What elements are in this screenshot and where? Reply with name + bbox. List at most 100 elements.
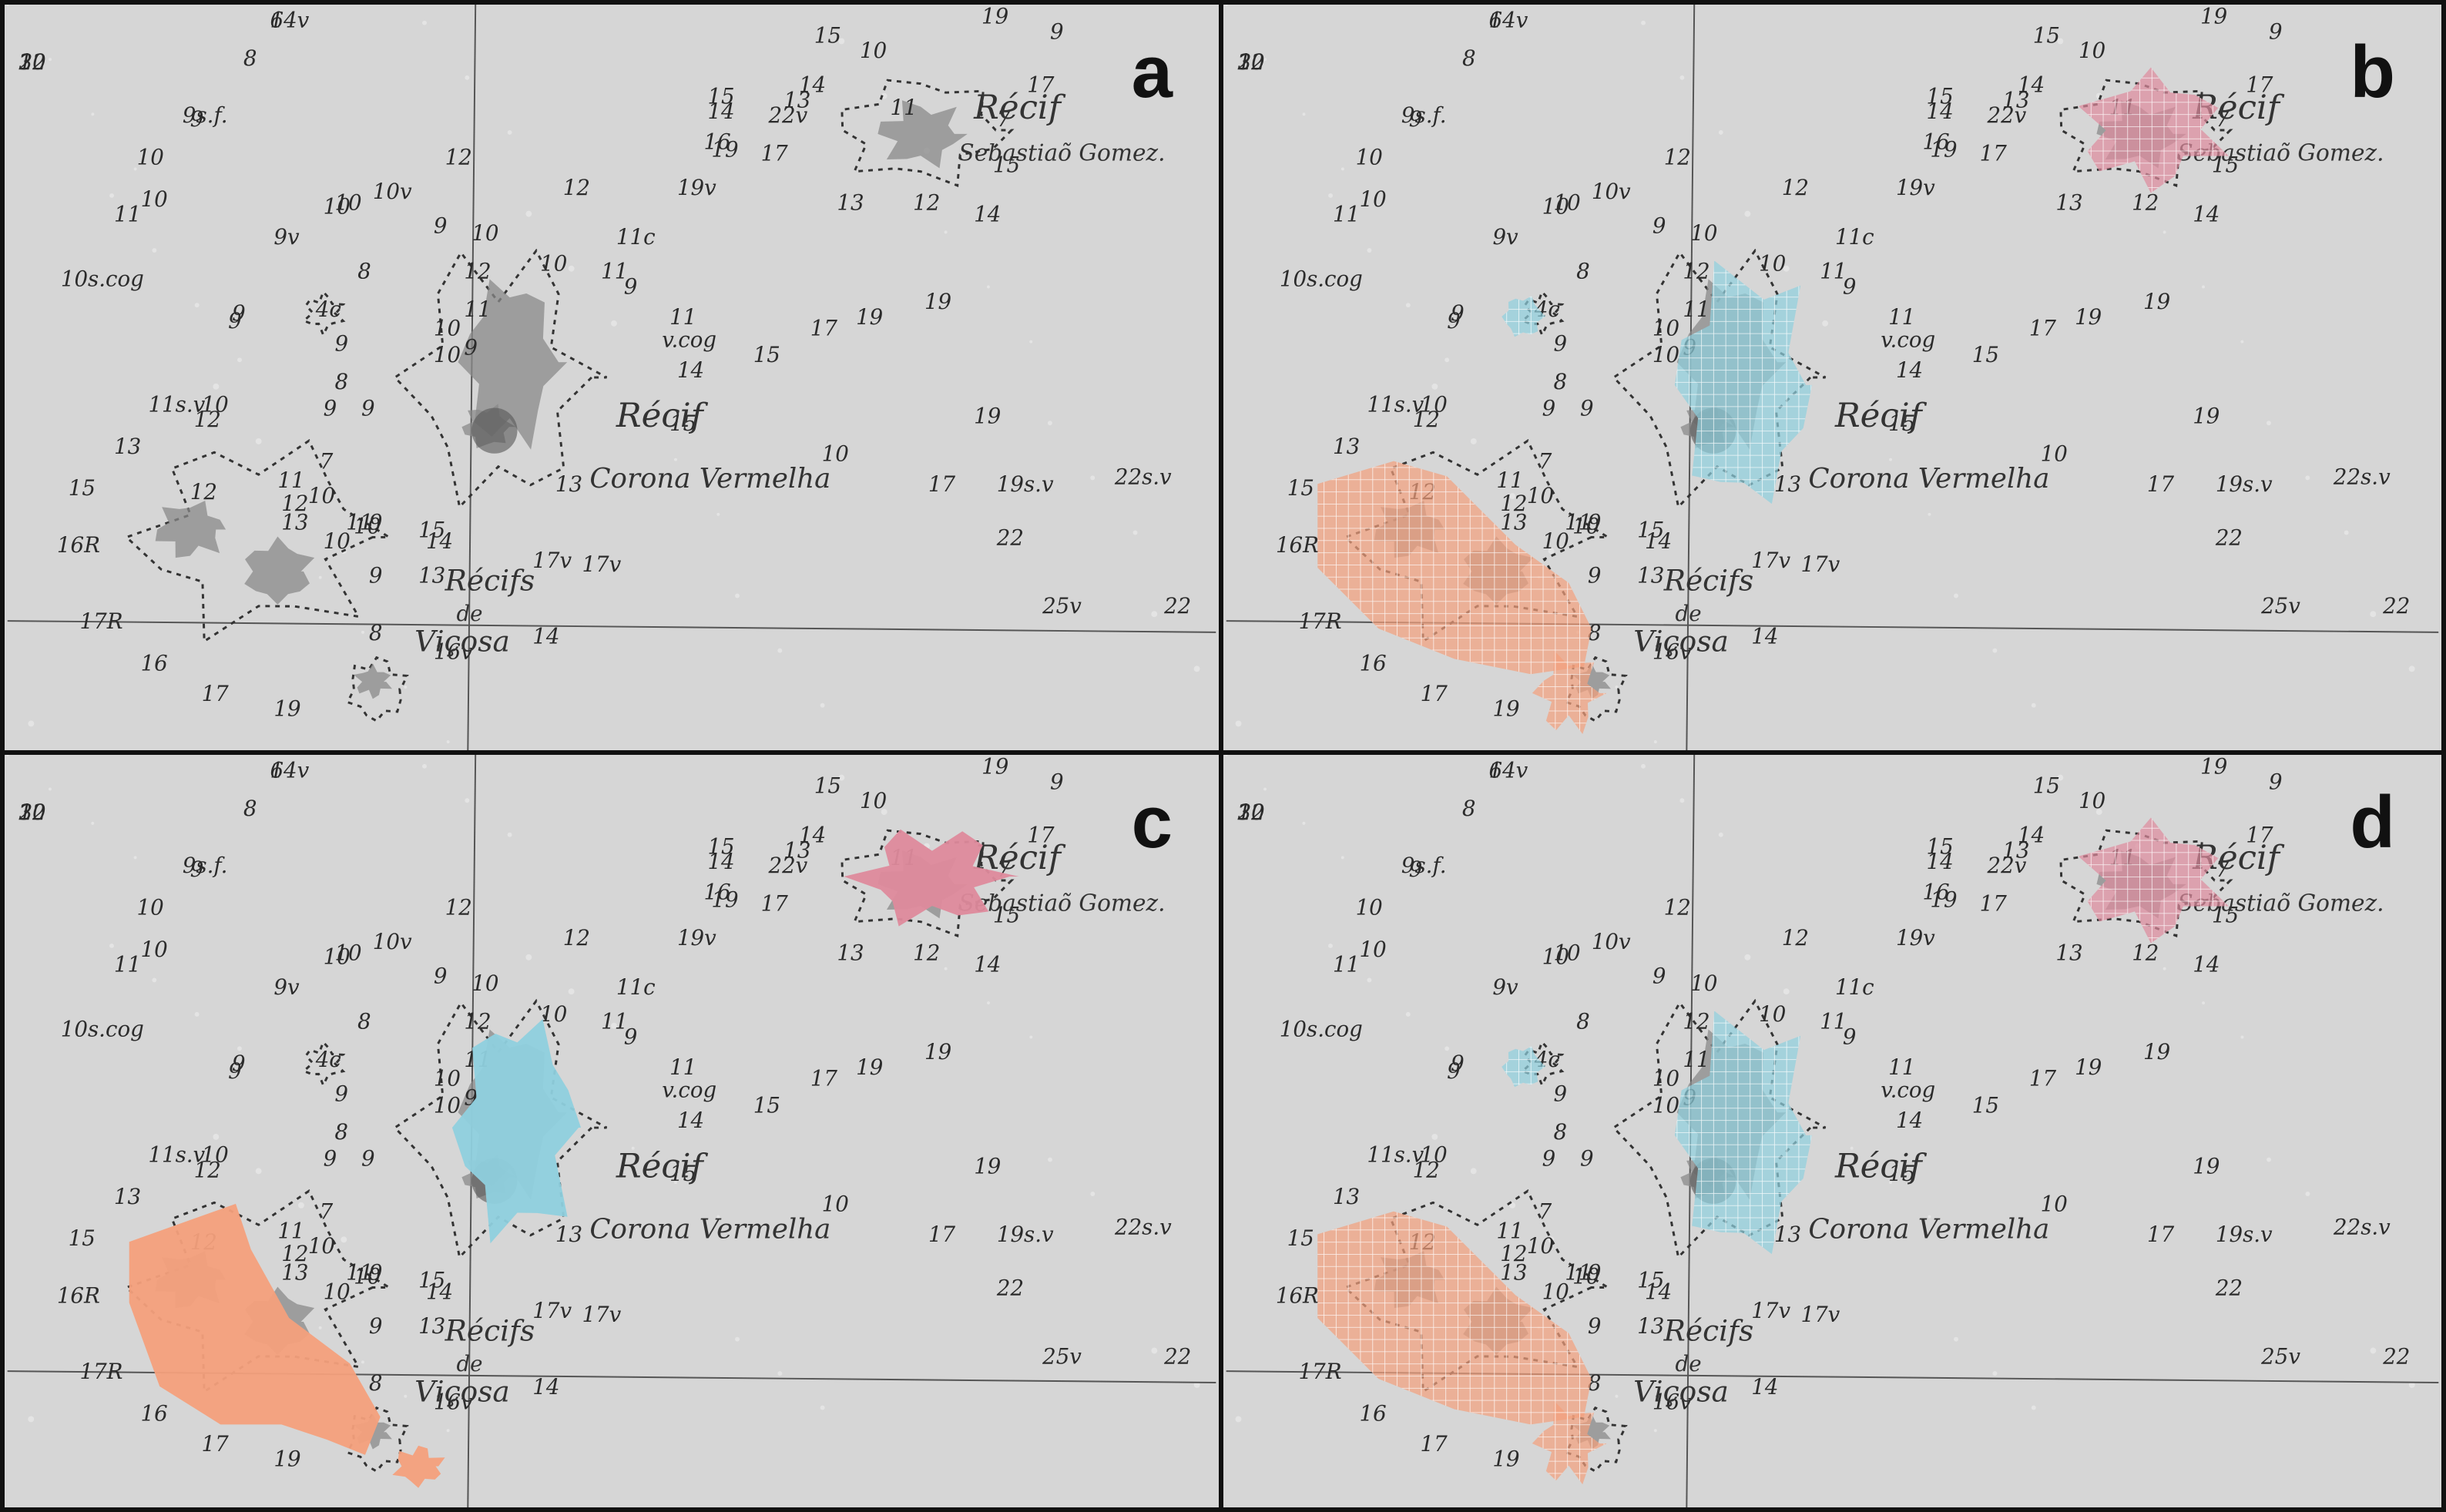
depth-sounding: 17R — [1299, 608, 1342, 634]
depth-sounding: 19 — [1930, 887, 1957, 913]
depth-sounding: 9 — [369, 1260, 383, 1286]
paper-speck — [1405, 303, 1411, 308]
paper-speck — [777, 648, 783, 653]
place-label: Corona Vermelha — [1808, 463, 2049, 495]
depth-sounding: 10 — [434, 1092, 461, 1118]
depth-sounding: 19v — [677, 175, 716, 200]
depth-sounding: 8 — [1553, 369, 1567, 394]
depth-sounding: v.cog — [1881, 327, 1935, 352]
depth-sounding: 9 — [1843, 273, 1857, 299]
depth-sounding: 22s.v — [1114, 464, 1172, 489]
depth-sounding: 6 — [1488, 758, 1502, 783]
paper-speck — [49, 58, 52, 62]
depth-sounding: 14 — [426, 528, 453, 554]
reef-overlay — [451, 1018, 582, 1244]
paper-speck — [1928, 512, 1931, 516]
reef-contour — [1565, 1406, 1628, 1473]
reef-contour — [393, 248, 608, 510]
place-label: Corona Vermelha — [589, 463, 830, 495]
depth-sounding: 9 — [228, 308, 242, 334]
depth-sounding: 16R — [1276, 1282, 1319, 1308]
paper-speck — [2031, 702, 2036, 708]
depth-sounding: 9 — [624, 273, 638, 299]
depth-sounding: 10 — [434, 316, 461, 341]
paper-speck — [152, 977, 157, 983]
paper-speck — [1367, 248, 1372, 253]
depth-sounding: 10v — [1592, 179, 1631, 204]
paper-speck — [5, 755, 9, 756]
depth-sounding: 13 — [418, 563, 445, 588]
paper-speck — [2408, 1382, 2415, 1388]
paper-speck — [5, 5, 9, 6]
reef-overlay-grid — [1674, 1011, 1813, 1255]
depth-sounding: 10 — [324, 194, 351, 220]
paper-speck — [987, 1001, 990, 1005]
depth-sounding: 9 — [369, 510, 383, 535]
panel-a: 3 6 8 9 9s.f. 10 10 11 10s.cog 10 10v 12 9v 10 9 8 4c 9 9 8… — [0, 0, 1223, 755]
paper-speck — [2240, 340, 2244, 344]
depth-sounding: 8 — [357, 259, 371, 284]
paper-speck — [341, 1236, 347, 1243]
depth-sounding: 14 — [1645, 528, 1672, 554]
depth-sounding: 19s.v — [997, 1222, 1054, 1247]
reef-overlay-grid — [1317, 1211, 1592, 1425]
paper-speck — [28, 1416, 35, 1423]
depth-sounding: 22 — [996, 1275, 1024, 1300]
paper-speck — [1263, 58, 1267, 62]
depth-sounding: 11 — [1565, 1260, 1592, 1286]
depth-sounding: 10 — [354, 513, 381, 538]
depth-sounding: 22v — [1987, 853, 2027, 878]
depth-sounding: 22s.v — [2333, 464, 2391, 489]
panel-b: 3 6 8 9 9s.f. 10 10 11 10s.cog 10 10v 12 9v 10 9 8 4c 9 9 8… — [1219, 0, 2446, 755]
depth-sounding: 10 — [1553, 940, 1580, 966]
paper-speck — [2344, 1225, 2349, 1231]
depth-sounding: 14 — [2018, 72, 2045, 98]
depth-sounding: 12 — [464, 1009, 491, 1034]
depth-sounding: 16 — [704, 129, 731, 155]
depth-sounding: 14 — [532, 624, 559, 649]
depth-sounding: 9 — [2269, 769, 2283, 794]
depth-sounding: 9 — [324, 1145, 337, 1171]
depth-sounding: 10 — [1421, 391, 1448, 417]
paper-speck — [735, 1336, 740, 1342]
place-label: de — [456, 1351, 482, 1376]
depth-sounding: 17 — [1421, 1431, 1448, 1457]
paper-speck — [716, 1215, 720, 1219]
paper-speck — [1151, 1347, 1158, 1354]
paper-speck — [422, 20, 427, 25]
depth-sounding: 10 — [2079, 38, 2105, 63]
paper-speck — [404, 1394, 408, 1398]
depth-sounding: 3 — [1238, 49, 1252, 75]
paper-speck — [297, 1202, 304, 1209]
place-label: Récif — [1834, 397, 1928, 435]
panel-label-a: a — [1131, 31, 1173, 113]
paper-speck — [1509, 493, 1516, 500]
depth-sounding: 13 — [1637, 1313, 1664, 1339]
depth-sounding: 15 — [1972, 1092, 1999, 1118]
depth-sounding: 16 — [1923, 880, 1950, 905]
depth-sounding: 10 — [1238, 49, 1265, 75]
paper-speck — [1928, 1215, 1931, 1219]
reef-contour — [346, 1406, 409, 1473]
depth-sounding: 9 — [434, 963, 448, 988]
depth-sounding: 10 — [141, 186, 168, 212]
depth-sounding: 9 — [1050, 769, 1064, 794]
depth-sounding: 11c — [1835, 974, 1874, 1000]
depth-sounding: 25v — [2260, 593, 2300, 619]
paper-speck — [255, 1168, 262, 1175]
paper-speck — [1029, 340, 1033, 344]
depth-sounding: 14 — [532, 1374, 559, 1400]
paper-speck — [1090, 1192, 1095, 1196]
paper-speck — [152, 248, 157, 253]
paper-speck — [1470, 438, 1477, 444]
reef-shape — [353, 663, 392, 699]
depth-sounding: 10 — [202, 391, 229, 417]
depth-sounding: 11 — [114, 202, 141, 227]
depth-sounding: 12 — [1413, 1157, 1440, 1182]
depth-sounding: 8 — [1576, 259, 1590, 284]
paper-speck — [1132, 530, 1138, 535]
depth-sounding: 17 — [2029, 316, 2057, 341]
depth-sounding: 25v — [2260, 1343, 2300, 1369]
depth-sounding: 15 — [2033, 773, 2060, 798]
depth-sounding: 14 — [2018, 823, 2045, 848]
